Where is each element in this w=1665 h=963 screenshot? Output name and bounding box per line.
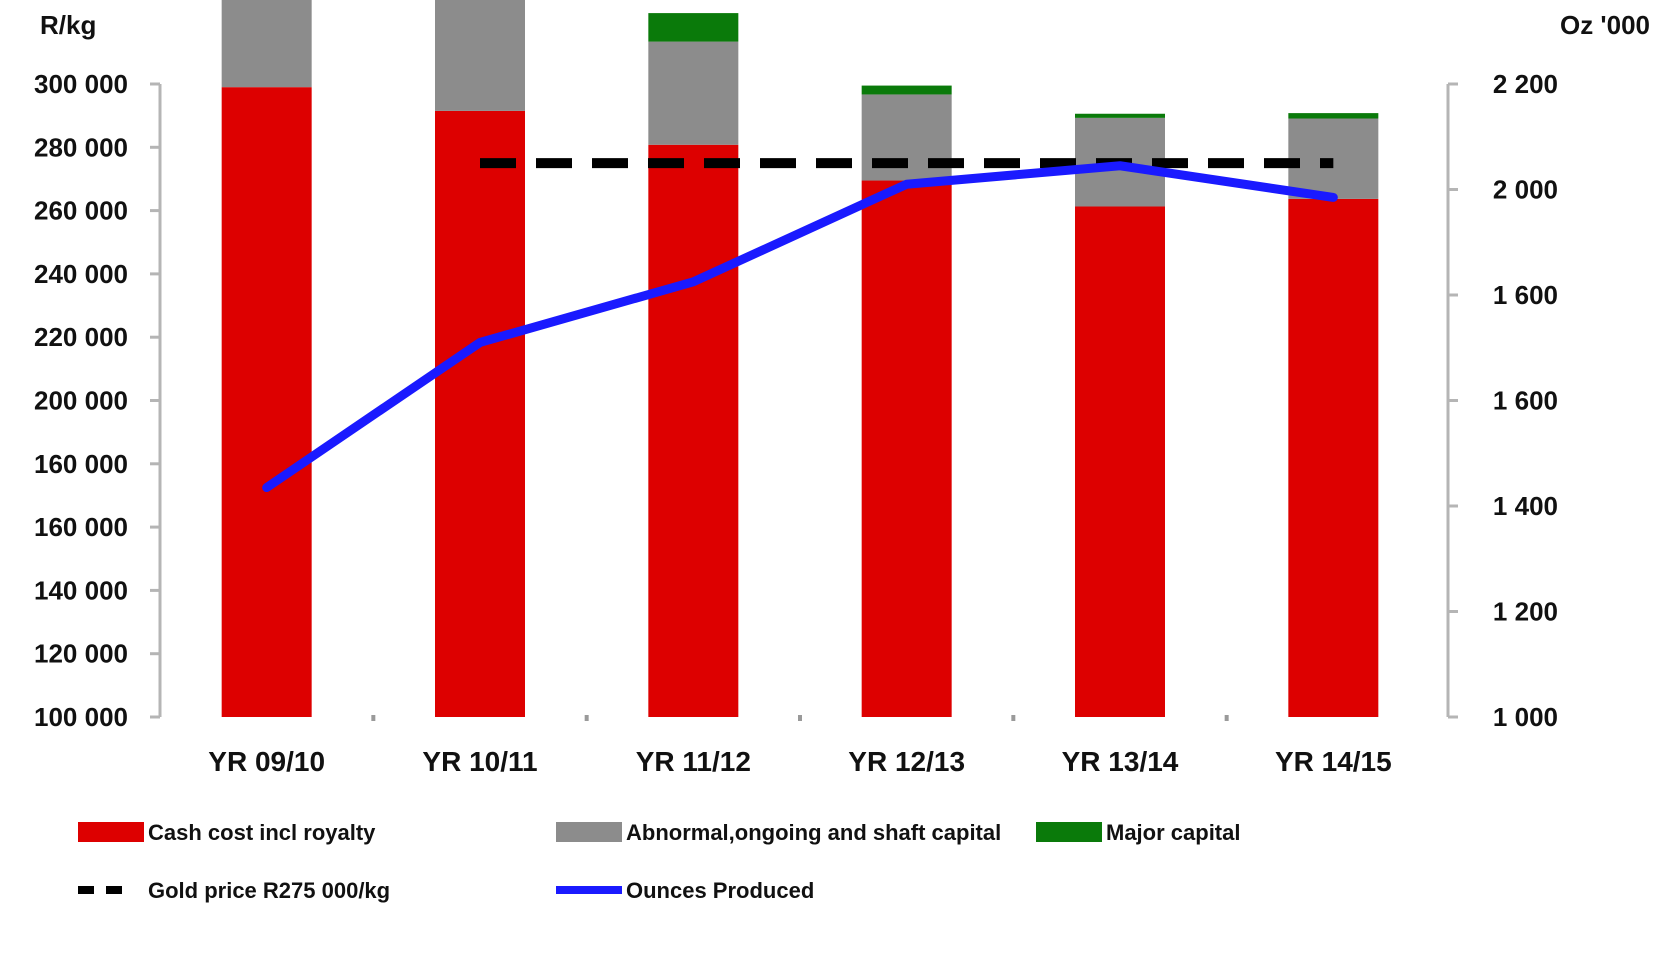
ounces-produced-line — [262, 161, 1338, 493]
bar-segment — [435, 110, 525, 718]
bar-segment — [1288, 198, 1379, 717]
bar-segment — [221, 0, 312, 88]
axes-layer: R/kg Oz '000 100 000 120 000 140 000 160 00… — [34, 10, 1650, 777]
legend-swatch — [78, 822, 144, 842]
left-axis-tick-label: 280 000 — [34, 132, 128, 162]
category-label: YR 10/11 — [422, 746, 537, 777]
left-axis-tick-label: 140 000 — [34, 575, 128, 605]
left-axis-tick-label: 120 000 — [34, 639, 128, 669]
bar-segment — [221, 87, 312, 718]
bar-segment — [861, 85, 952, 95]
bar-segment — [1075, 113, 1165, 118]
right-axis-tick-label: 2 200 — [1493, 69, 1558, 99]
bar-segment — [1075, 206, 1165, 717]
left-axis-tick-label: 200 000 — [34, 386, 128, 416]
left-axis-tick-label: 100 000 — [34, 702, 128, 732]
left-axis-tick-label: 160 000 — [34, 512, 128, 542]
bar-segment — [435, 0, 525, 111]
legend-label: Ounces Produced — [626, 878, 814, 903]
legend-label: Abnormal,ongoing and shaft capital — [626, 820, 1001, 845]
bar-segment — [1288, 113, 1379, 119]
left-axis-tick-label: 240 000 — [34, 259, 128, 289]
left-axis-tick-label: 220 000 — [34, 322, 128, 352]
legend-swatch — [1036, 822, 1102, 842]
left-axis-tick-label: 160 000 — [34, 449, 128, 479]
category-label: YR 12/13 — [848, 746, 965, 777]
right-axis-tick-label: 1 600 — [1493, 280, 1558, 310]
category-label: YR 14/15 — [1275, 746, 1392, 777]
lines-layer — [262, 158, 1338, 493]
right-axis-label: Oz '000 — [1560, 10, 1650, 40]
legend-swatch — [556, 822, 622, 842]
category-label: YR 13/14 — [1062, 746, 1179, 777]
bar-segment — [648, 13, 739, 42]
left-axis-label: R/kg — [40, 10, 96, 40]
bars-layer — [221, 0, 1379, 718]
legend-label: Gold price R275 000/kg — [148, 878, 390, 903]
left-axis-tick-label: 260 000 — [34, 196, 128, 226]
legend: Cash cost incl royalty Abnormal,ongoing a… — [78, 820, 1240, 903]
category-label: YR 11/12 — [636, 746, 751, 777]
bar-segment — [648, 41, 739, 145]
left-axis-tick-label: 300 000 — [34, 69, 128, 99]
bar-segment — [861, 180, 952, 718]
bar-segment — [648, 144, 739, 717]
right-axis-tick-label: 1 400 — [1493, 491, 1558, 521]
legend-label: Cash cost incl royalty — [148, 820, 376, 845]
right-axis-tick-label: 1 600 — [1493, 386, 1558, 416]
category-label: YR 09/10 — [208, 746, 325, 777]
legend-label: Major capital — [1106, 820, 1240, 845]
right-axis-tick-label: 1 200 — [1493, 597, 1558, 627]
right-axis-tick-label: 2 000 — [1493, 175, 1558, 205]
right-axis-tick-label: 1 000 — [1493, 702, 1558, 732]
